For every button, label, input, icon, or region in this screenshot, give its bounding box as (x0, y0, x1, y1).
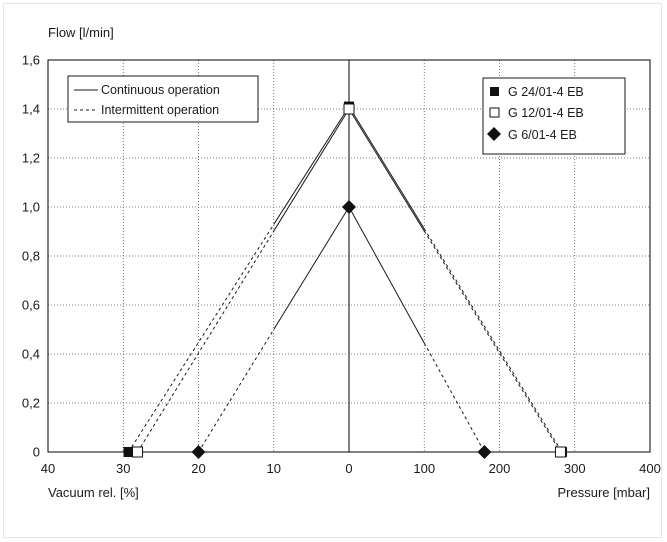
chart-frame (3, 3, 662, 538)
x-tick-label: 400 (639, 461, 661, 476)
intermittent-line-pressure (423, 230, 561, 453)
legend-marker-square-open (489, 107, 500, 118)
x-tick-label: 30 (116, 461, 130, 476)
y-tick-label: 0,6 (22, 298, 40, 313)
y-tick-label: 0 (33, 445, 40, 460)
legend-continuous-label: Continuous operation (101, 83, 220, 97)
data-point-marker (477, 445, 492, 459)
legend-intermittent-label: Intermittent operation (101, 103, 219, 117)
intermittent-line-vacuum (137, 230, 275, 453)
line-style-legend: Continuous operation Intermittent operat… (67, 75, 259, 123)
x-tick-label: 200 (489, 461, 511, 476)
series-lines (128, 106, 563, 453)
y-tick-label: 0,4 (22, 347, 40, 362)
x-axis-label-pressure: Pressure [mbar] (558, 485, 650, 500)
legend-marker-diamond (487, 127, 501, 141)
legend-series-g6-label: G 6/01-4 EB (508, 128, 577, 142)
x-tick-label: 0 (345, 461, 352, 476)
markers (123, 101, 567, 459)
y-tick-label: 1,0 (22, 200, 40, 215)
data-point-marker (191, 445, 206, 459)
y-tick-label: 1,6 (22, 53, 40, 68)
x-tick-label: 20 (191, 461, 205, 476)
continuous-line-vacuum (273, 206, 350, 330)
legend-marker-square-filled (490, 87, 499, 96)
x-tick-label: 40 (41, 461, 55, 476)
continuous-line-vacuum (273, 106, 350, 225)
x-axis-label-vacuum: Vacuum rel. [%] (48, 485, 139, 500)
x-tick-label: 300 (564, 461, 586, 476)
legend-series-g24-label: G 24/01-4 EB (508, 85, 584, 99)
series-legend-box (482, 77, 626, 155)
data-point-marker (554, 446, 566, 458)
data-point-marker (342, 200, 356, 214)
y-tick-labels: 1,6 1,4 1,2 1,0 0,8 0,6 0,4 0,2 0 (22, 53, 40, 460)
y-tick-label: 1,4 (22, 102, 40, 117)
continuous-line-pressure (348, 106, 425, 229)
continuous-line-pressure (348, 206, 425, 344)
y-tick-label: 1,2 (22, 151, 40, 166)
x-tick-label: 10 (267, 461, 281, 476)
y-tick-label: 0,2 (22, 396, 40, 411)
x-tick-labels: 40 30 20 10 0 100 200 300 400 (41, 461, 661, 476)
y-axis-label: Flow [l/min] (48, 25, 114, 40)
legend-series-g12-label: G 12/01-4 EB (508, 106, 584, 120)
data-point-marker (343, 103, 355, 115)
series-legend: G 24/01-4 EB G 12/01-4 EB G 6/01-4 EB (482, 77, 626, 155)
intermittent-line-pressure (423, 342, 485, 453)
intermittent-line-pressure (423, 228, 563, 453)
data-point-marker (132, 446, 144, 458)
intermittent-line-vacuum (128, 224, 275, 453)
x-tick-label: 100 (413, 461, 435, 476)
intermittent-line-vacuum (198, 329, 275, 453)
data-point-marker (123, 447, 134, 457)
continuous-line-pressure (348, 108, 425, 232)
y-tick-label: 0,8 (22, 249, 40, 264)
continuous-line-vacuum (273, 108, 350, 232)
line-style-legend-box (67, 75, 259, 123)
